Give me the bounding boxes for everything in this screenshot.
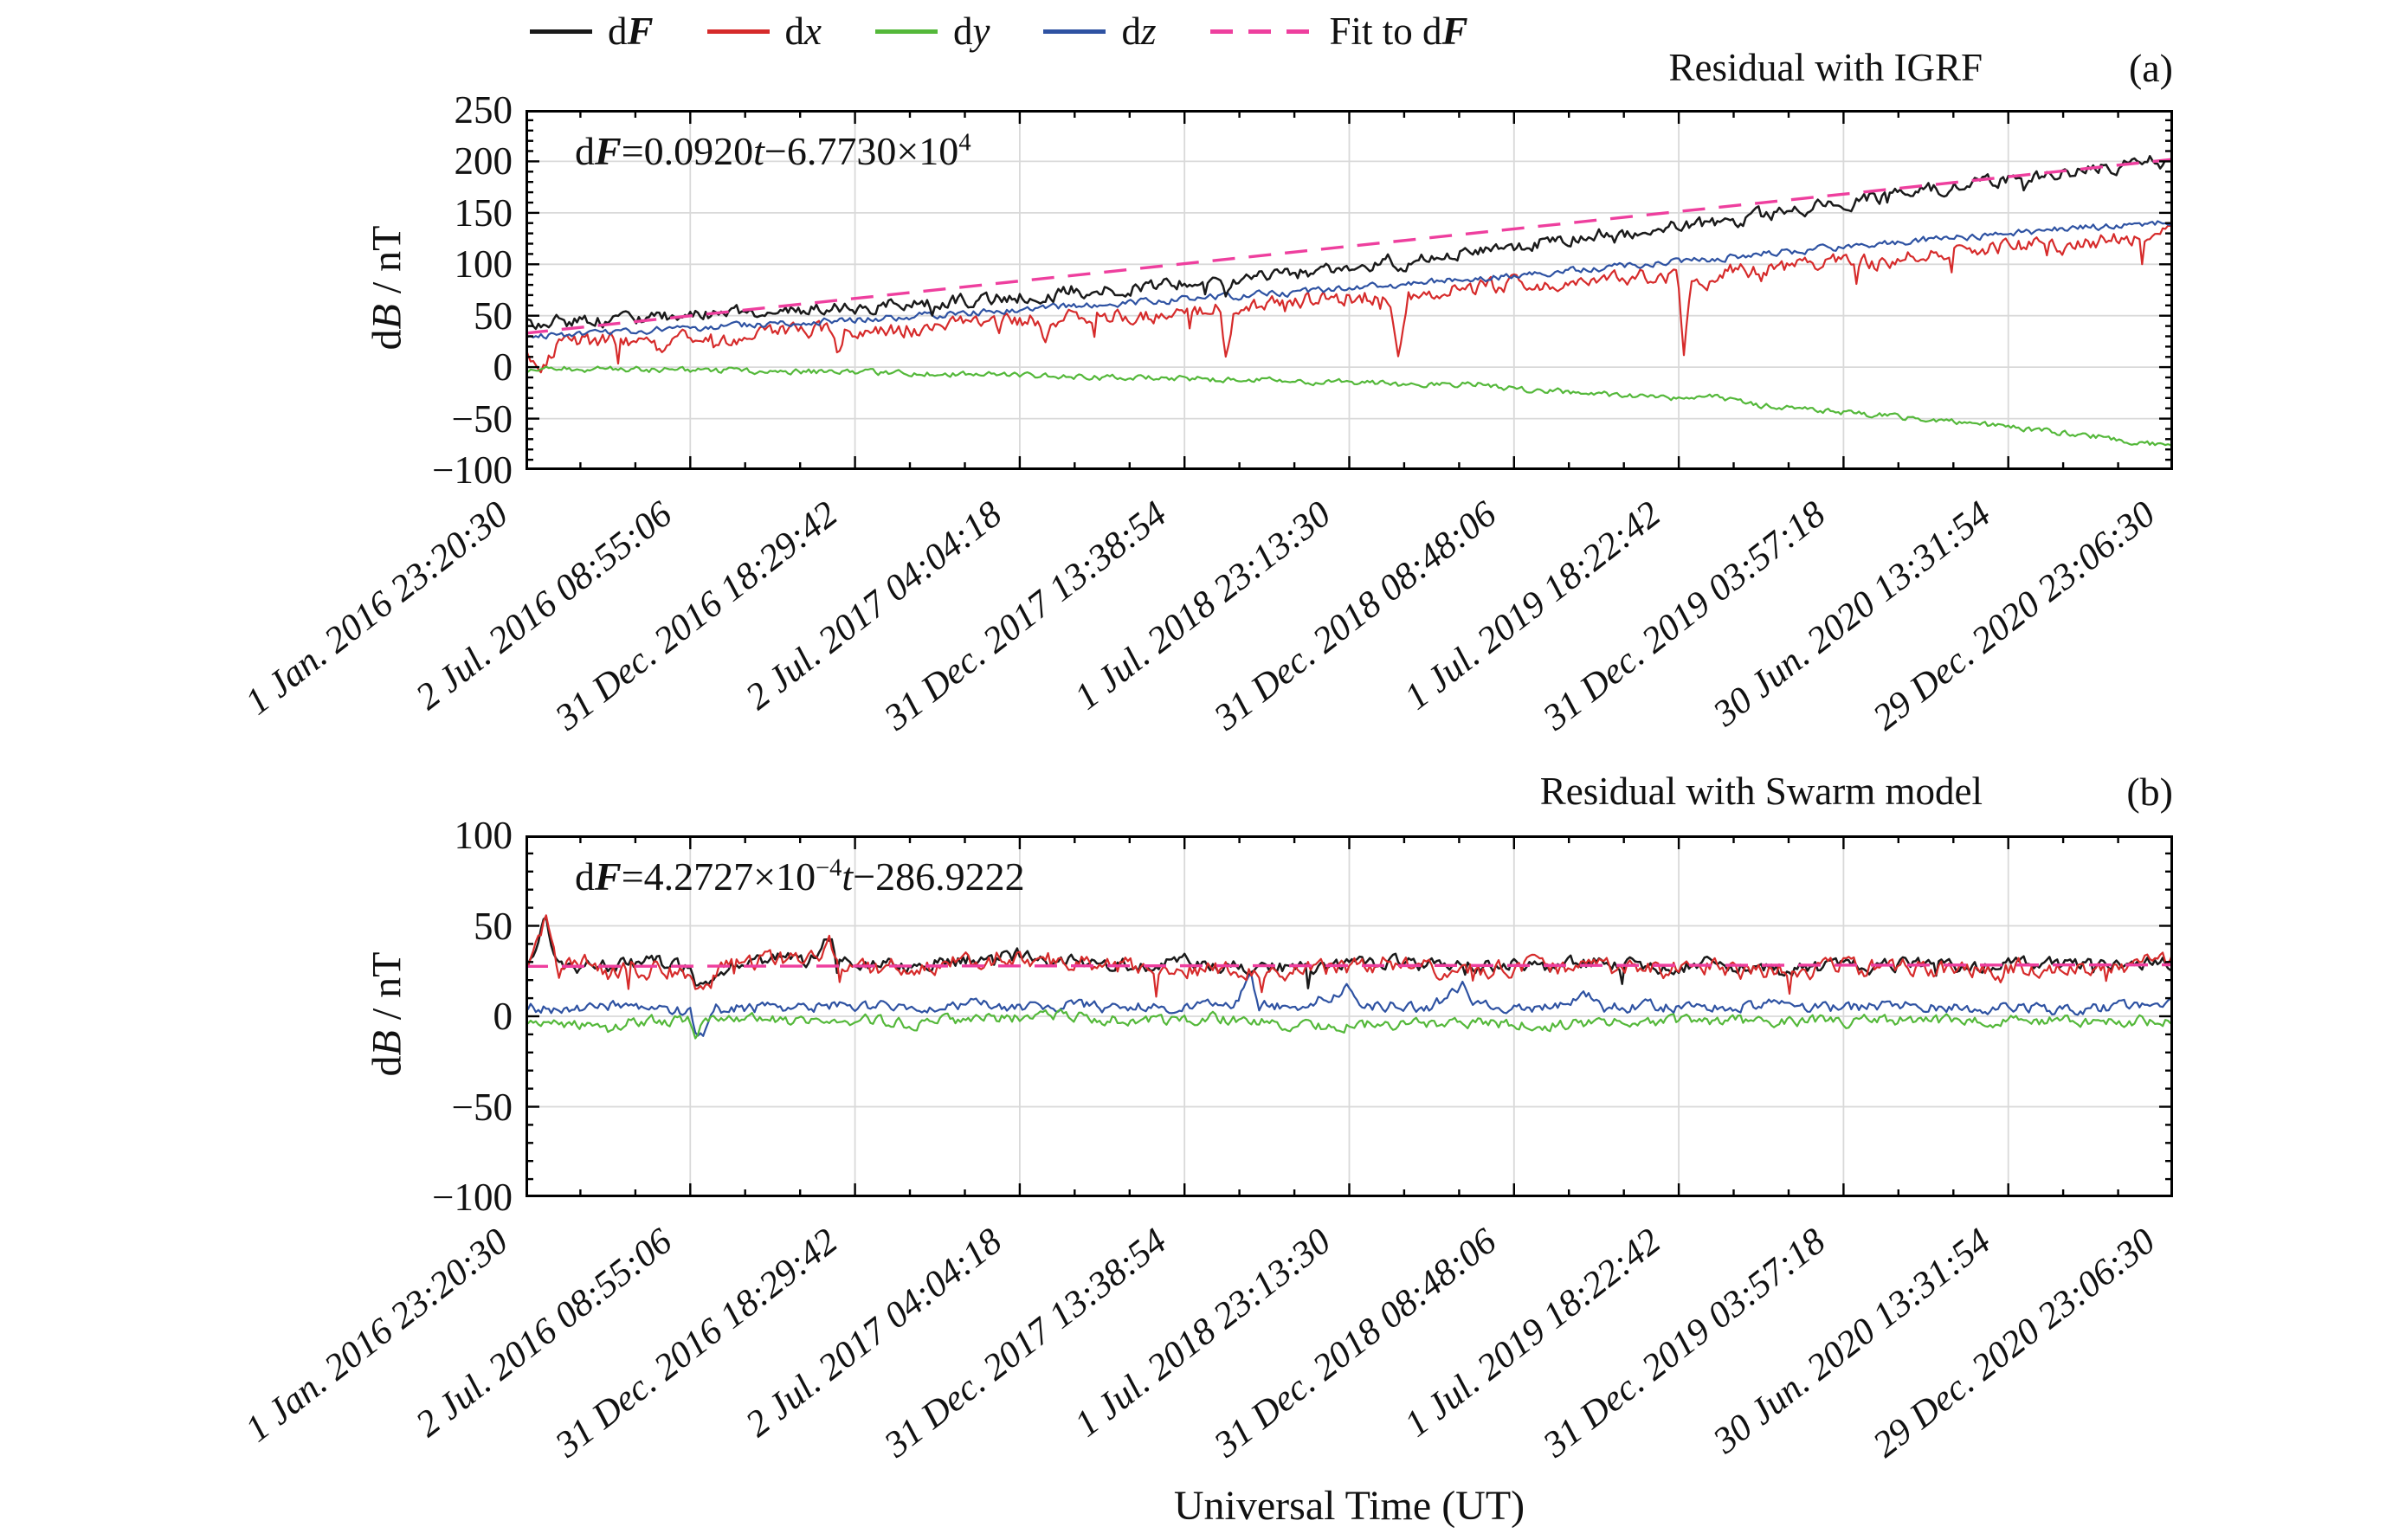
legend-item-dz: dz bbox=[1043, 9, 1157, 54]
series-fit bbox=[526, 963, 2173, 968]
x-tick-label: 30 Jun. 2020 13:31:54 bbox=[1706, 1221, 1999, 1462]
y-tick-label: 200 bbox=[454, 139, 513, 183]
series-dz bbox=[526, 973, 2173, 1037]
y-tick-label: 50 bbox=[474, 294, 513, 338]
x-tick-label: 30 Jun. 2020 13:31:54 bbox=[1706, 493, 1999, 735]
series-dF bbox=[526, 155, 2173, 331]
y-tick-label: 0 bbox=[493, 345, 513, 389]
x-tick-label: 29 Dec. 2020 23:06:30 bbox=[1866, 493, 2164, 738]
y-tick-label: −50 bbox=[451, 397, 513, 441]
panel-a-equation: dF=0.0920t−6.7730×104 bbox=[575, 129, 971, 173]
panel-b-title: Residual with Swarm model bbox=[1539, 770, 1983, 813]
panel-b-equation: dF=4.2727×10−4t−286.9222 bbox=[575, 854, 1025, 899]
legend-item-fit: Fit to dF bbox=[1209, 9, 1468, 54]
x-axis-title: Universal Time (UT) bbox=[1173, 1483, 1525, 1529]
x-tick-label: 31 Dec. 2017 13:38:54 bbox=[877, 1221, 1175, 1466]
y-tick-label: 0 bbox=[493, 995, 513, 1038]
panel-a-plot bbox=[526, 110, 2173, 470]
panel-a-title: Residual with IGRF bbox=[1668, 46, 1983, 89]
legend-label-dF: dF bbox=[608, 10, 654, 53]
x-tick-label: 31 Dec. 2016 18:29:42 bbox=[548, 1221, 846, 1466]
x-tick-label: 1 Jan. 2016 23:20:30 bbox=[237, 1221, 516, 1451]
series-dx bbox=[526, 222, 2173, 374]
x-tick-label: 31 Dec. 2018 08:48:06 bbox=[1207, 493, 1505, 738]
series-fit bbox=[526, 158, 2173, 335]
series-dF bbox=[526, 916, 2173, 989]
y-tick-label: 150 bbox=[454, 191, 513, 235]
gridlines bbox=[526, 835, 2173, 1197]
y-tick-label: −100 bbox=[432, 448, 513, 492]
legend-item-dF: dF bbox=[530, 9, 654, 54]
x-tick-label: 31 Dec. 2019 03:57:18 bbox=[1536, 493, 1834, 738]
panel-b-plot bbox=[526, 835, 2173, 1197]
series-dy bbox=[526, 365, 2173, 448]
legend-item-dx: dx bbox=[706, 9, 822, 54]
legend-item-dy: dy bbox=[875, 9, 990, 54]
y-tick-label: 100 bbox=[454, 814, 513, 857]
legend-swatch-dy bbox=[875, 29, 938, 34]
panel-b-label: (b) bbox=[2126, 770, 2173, 814]
x-tick-label: 31 Dec. 2016 18:29:42 bbox=[548, 493, 846, 738]
legend-swatch-dx bbox=[706, 29, 770, 34]
legend-swatch-fit bbox=[1209, 29, 1314, 34]
x-tick-label: 31 Dec. 2018 08:48:06 bbox=[1207, 1221, 1505, 1466]
series-dx bbox=[526, 914, 2173, 998]
x-tick-label: 31 Dec. 2019 03:57:18 bbox=[1536, 1221, 1834, 1466]
legend-label-dy: dy bbox=[953, 10, 990, 53]
legend-label-dz: dz bbox=[1121, 10, 1157, 53]
legend-label-dx: dx bbox=[784, 10, 822, 53]
panel-a-label: (a) bbox=[2128, 46, 2173, 90]
series-dy bbox=[526, 1008, 2173, 1040]
legend: dF dx dy dz Fit to dF bbox=[530, 9, 1468, 54]
y-tick-label: −50 bbox=[451, 1086, 513, 1129]
y-tick-label: 250 bbox=[454, 88, 513, 132]
legend-swatch-dz bbox=[1043, 29, 1106, 34]
y-tick-label: −100 bbox=[432, 1176, 513, 1219]
y-tick-label: 50 bbox=[474, 905, 513, 948]
series-dz bbox=[526, 220, 2173, 340]
x-tick-label: 31 Dec. 2017 13:38:54 bbox=[877, 493, 1175, 738]
legend-swatch-dF bbox=[530, 29, 592, 34]
y-tick-label: 100 bbox=[454, 242, 513, 286]
legend-label-fit: Fit to dF bbox=[1329, 10, 1468, 53]
x-tick-label: 1 Jan. 2016 23:20:30 bbox=[237, 493, 516, 724]
x-tick-label: 29 Dec. 2020 23:06:30 bbox=[1866, 1221, 2164, 1466]
